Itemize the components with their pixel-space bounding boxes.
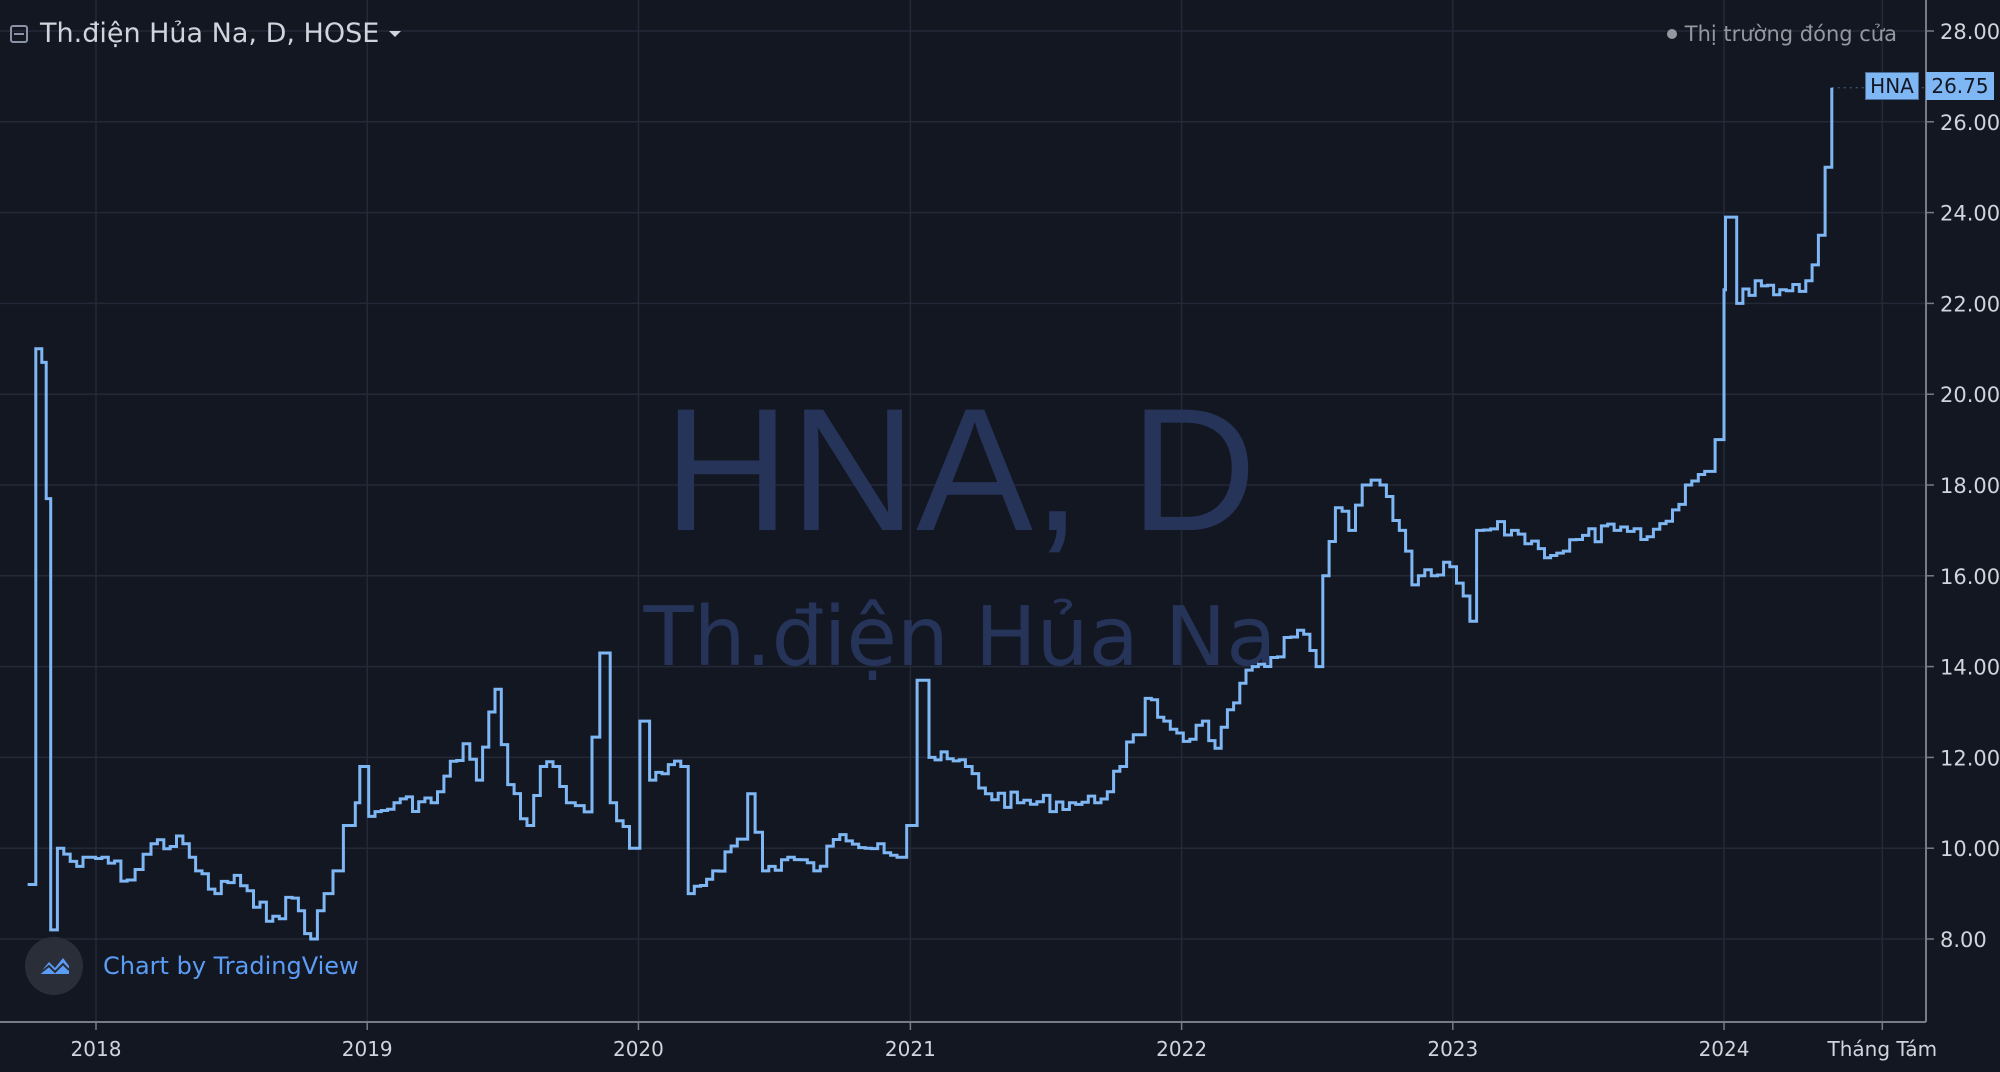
collapse-legend-icon[interactable] — [10, 24, 28, 43]
symbol-title[interactable]: Th.điện Hủa Na, D, HOSE — [10, 18, 402, 49]
tradingview-attribution[interactable]: Chart by TradingView — [25, 937, 359, 995]
time-axis[interactable]: 2018 2019 2020 2021 2022 2023 2024 Tháng Tám — [71, 1022, 1938, 1061]
grid — [0, 0, 1926, 1022]
price-tick-label: 26.00 — [1940, 111, 2000, 135]
watermark-symbol: HNA, D — [663, 373, 1256, 568]
price-series-line — [27, 87, 1834, 941]
price-tick-label: 28.00 — [1940, 20, 2000, 44]
market-status: Thị trường đóng cửa — [1666, 22, 1897, 46]
watermark-name: Th.điện Hủa Na — [643, 590, 1277, 685]
time-tick-label: 2019 — [342, 1037, 393, 1061]
tradingview-logo-icon — [25, 937, 83, 995]
price-tick-label: 10.00 — [1940, 837, 2000, 861]
status-dot-icon — [1666, 29, 1677, 39]
price-tick-label: 18.00 — [1940, 474, 2000, 498]
chevron-down-icon[interactable] — [389, 30, 402, 37]
price-tick-label: 20.00 — [1940, 383, 2000, 407]
price-tick-label: 8.00 — [1940, 928, 1987, 952]
price-tick-label: 12.00 — [1940, 746, 2000, 770]
time-tick-label: 2018 — [71, 1037, 122, 1061]
price-tick-label: 24.00 — [1940, 202, 2000, 226]
symbol-label: HNA — [1865, 72, 1919, 100]
time-tick-label: 2024 — [1699, 1037, 1750, 1061]
time-tick-label: 2020 — [613, 1037, 664, 1061]
last-price-label: 26.75 — [1926, 72, 1994, 100]
price-tick-label: 16.00 — [1940, 565, 2000, 589]
market-status-text: Thị trường đóng cửa — [1684, 22, 1897, 46]
symbol-title-text: Th.điện Hủa Na, D, HOSE — [40, 18, 380, 49]
price-tick-label: 22.00 — [1940, 292, 2000, 316]
price-tick-label: 14.00 — [1940, 656, 2000, 680]
time-tick-label: 2023 — [1427, 1037, 1478, 1061]
time-tick-label: Tháng Tám — [1827, 1037, 1938, 1061]
time-tick-label: 2022 — [1156, 1037, 1207, 1061]
tradingview-text: Chart by TradingView — [103, 952, 359, 980]
price-axis[interactable]: 8.00 10.00 12.00 14.00 16.00 18.00 20.00 22.00 2… — [1926, 20, 2000, 952]
time-tick-label: 2021 — [885, 1037, 936, 1061]
